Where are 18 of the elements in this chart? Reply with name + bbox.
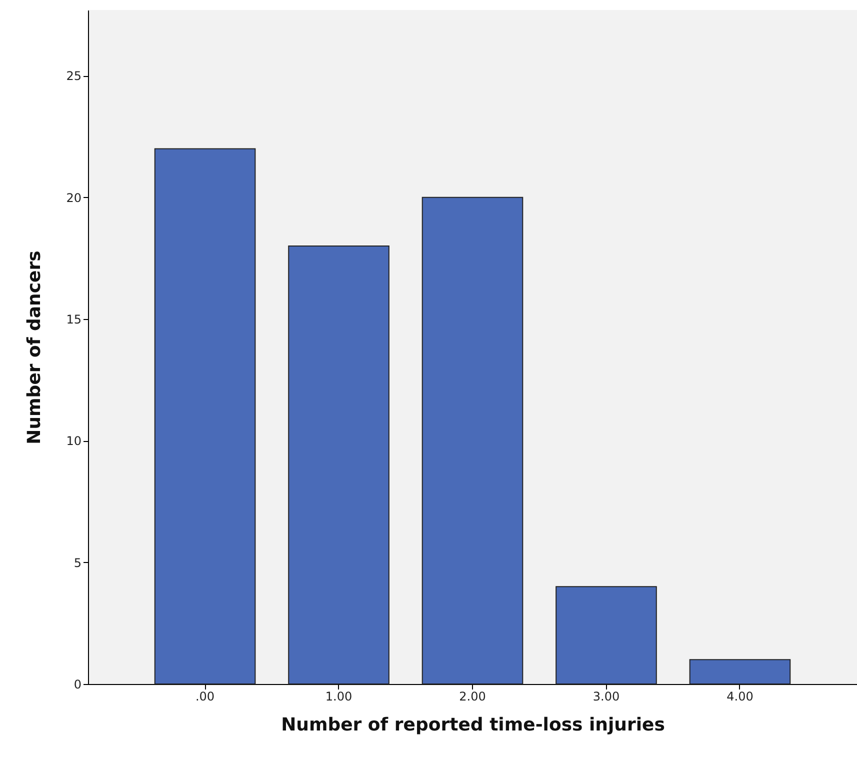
y-tick-label: 10 <box>66 434 82 448</box>
y-axis-title: Number of dancers <box>24 250 46 444</box>
y-tick-label: 25 <box>66 69 82 84</box>
x-tick-label: 4.00 <box>726 690 754 704</box>
y-tick-label: 15 <box>66 312 82 327</box>
bar <box>422 196 524 684</box>
x-tick-label: .00 <box>195 690 215 704</box>
bar <box>689 659 791 684</box>
x-tick-label: 3.00 <box>592 690 620 704</box>
x-axis-title: Number of reported time-loss injuries <box>281 714 665 736</box>
y-tick-label: 5 <box>74 556 82 570</box>
x-tick-label: 1.00 <box>325 690 352 704</box>
bar <box>288 246 390 684</box>
x-tick-label: 2.00 <box>459 690 486 704</box>
bar <box>556 586 657 684</box>
y-tick-label: 20 <box>66 190 82 205</box>
bar <box>154 148 256 684</box>
y-tick-label: 0 <box>74 678 82 692</box>
